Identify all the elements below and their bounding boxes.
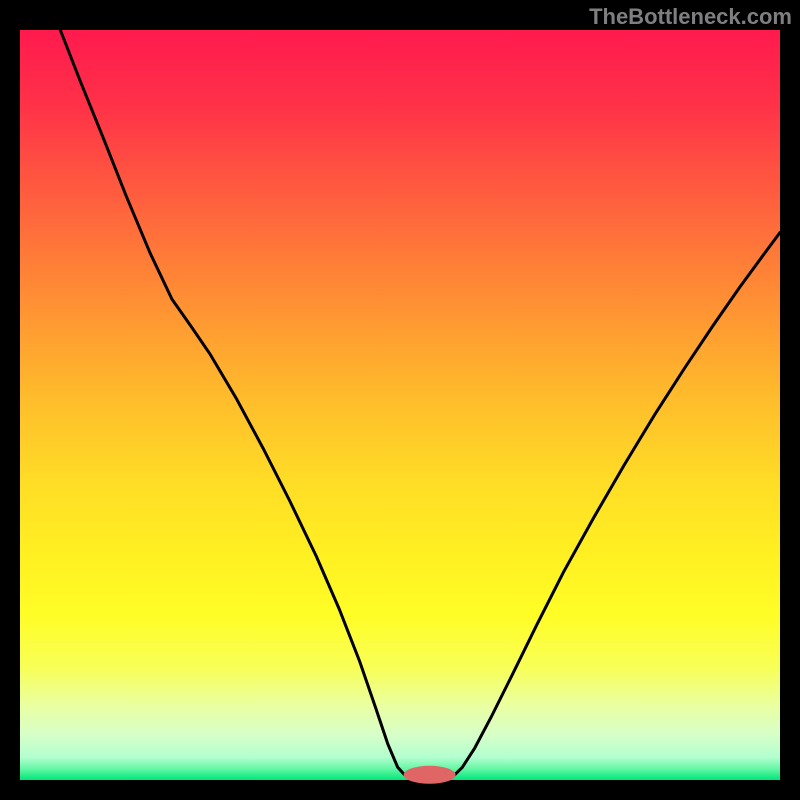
chart-root: TheBottleneck.com	[0, 0, 800, 800]
watermark-label: TheBottleneck.com	[589, 4, 792, 30]
optimum-marker	[404, 766, 456, 784]
bottleneck-chart	[0, 0, 800, 800]
gradient-background	[20, 30, 780, 780]
